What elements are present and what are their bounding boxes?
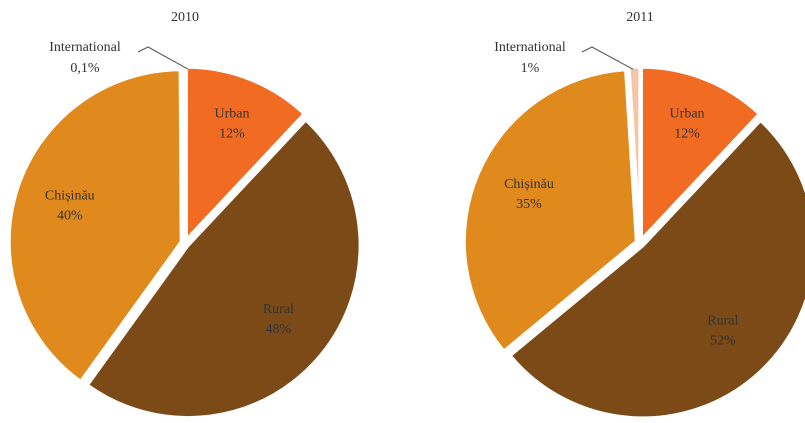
slice-label: Rural <box>263 302 294 317</box>
value-label: 12% <box>219 126 245 141</box>
slice-label: Rural <box>707 313 738 328</box>
leader-line <box>137 46 189 70</box>
value-label: 40% <box>57 208 83 223</box>
value-label: 35% <box>516 197 542 212</box>
slice-label: Urban <box>670 106 705 121</box>
slice-label: International <box>49 40 121 55</box>
value-label: 0,1% <box>70 61 100 76</box>
pie-slice <box>639 65 762 244</box>
pie-slice <box>184 65 307 244</box>
pie-slice <box>508 118 805 420</box>
value-label: 52% <box>710 333 736 348</box>
chart-title: 2011 <box>626 10 653 25</box>
slice-label: Chișinău <box>504 177 554 192</box>
value-label: 48% <box>266 322 292 337</box>
value-label: 1% <box>521 61 540 76</box>
value-label: 12% <box>674 126 700 141</box>
chart-title: 2010 <box>171 10 199 25</box>
slice-label: Chișinău <box>45 188 95 203</box>
pie-slice <box>7 68 183 384</box>
pie-slice <box>462 68 638 354</box>
leader-line <box>581 46 634 70</box>
pie-slice <box>85 117 362 420</box>
slice-label: International <box>494 40 566 55</box>
slice-label: Urban <box>215 106 250 121</box>
pie-slice <box>182 65 187 240</box>
